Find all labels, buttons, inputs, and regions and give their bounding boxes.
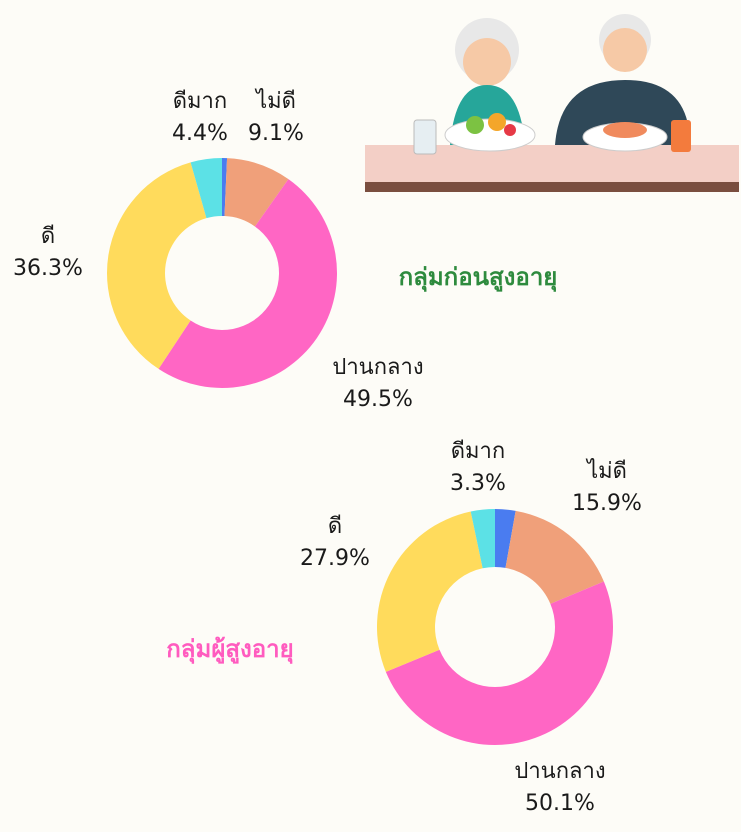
chart-title: กลุ่มก่อนสูงอายุ [399,263,558,293]
donut-segment [224,158,289,227]
chart-title: กลุ่มผู้สูงอายุ [166,635,293,665]
value-label: 4.4% [172,121,228,146]
category-label: ไม่ดี [585,458,627,484]
category-label: ปานกลาง [332,355,423,380]
donut-segment [190,158,222,219]
donut-segment [385,581,614,746]
donut-segment [158,179,337,388]
donut-segment [470,509,495,569]
category-label: ไม่ดี [254,88,296,114]
category-label: ดี [328,514,342,539]
donut-segment [495,509,516,568]
category-label: ดีมาก [451,439,505,464]
value-label: 50.1% [525,791,595,816]
donut-segment [377,511,483,672]
value-label: 9.1% [248,121,304,146]
category-label: ดี [41,224,55,249]
category-label: ปานกลาง [514,759,605,784]
category-label: ดีมาก [173,89,227,114]
donut-segment [107,162,207,369]
donut-segment [222,158,228,217]
illustration [365,14,739,192]
value-label: 15.9% [572,491,642,516]
donut-segment [505,510,604,604]
value-label: 27.9% [300,546,370,571]
value-label: 36.3% [13,256,83,281]
value-label: 3.3% [450,471,506,496]
value-label: 49.5% [343,387,413,412]
